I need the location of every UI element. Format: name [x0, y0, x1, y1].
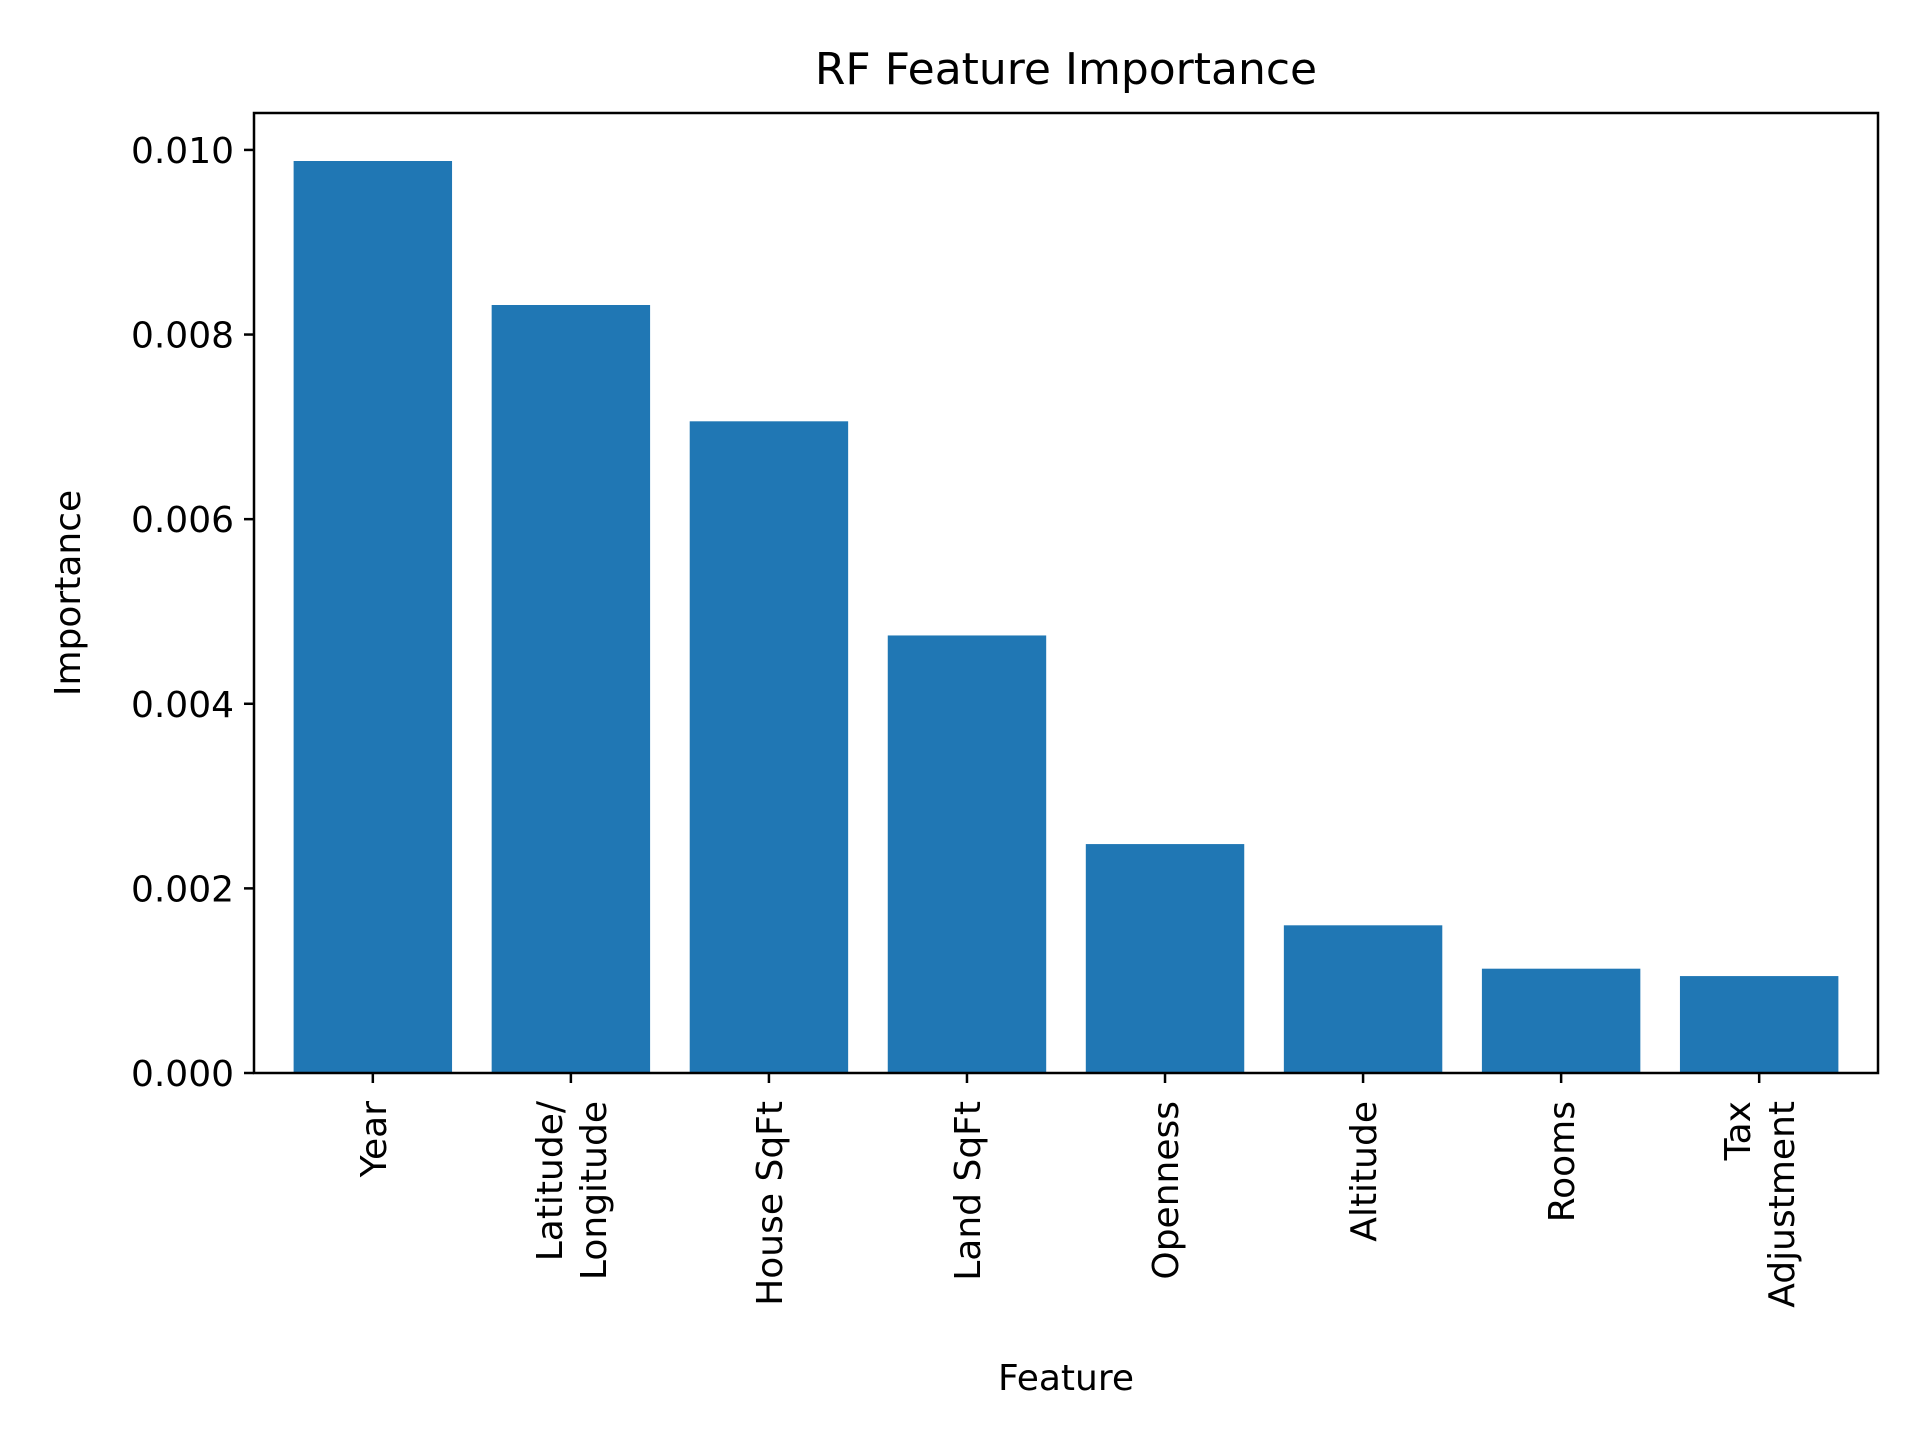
bar — [1679, 976, 1839, 1073]
bar — [689, 421, 849, 1073]
y-tick-label: 0.004 — [131, 685, 234, 726]
x-axis-label: Feature — [998, 1358, 1134, 1399]
y-tick-label: 0.008 — [131, 316, 234, 357]
bar — [293, 161, 453, 1073]
x-tick-label: Rooms — [1542, 1101, 1583, 1222]
y-tick-label: 0.000 — [131, 1054, 234, 1095]
bar — [491, 305, 651, 1073]
y-tick-label: 0.002 — [131, 869, 234, 910]
y-axis: 0.000 0.002 0.004 0.006 0.008 0.010 — [131, 131, 254, 1095]
bar — [887, 635, 1047, 1073]
bar — [1481, 968, 1641, 1073]
bars-group — [293, 161, 1839, 1073]
y-tick-label: 0.010 — [131, 131, 234, 172]
x-tick-label: Year — [354, 1101, 395, 1178]
y-tick-label: 0.006 — [131, 500, 234, 541]
x-tick-label: Latitude/Longitude — [530, 1100, 615, 1280]
y-axis-label: Importance — [48, 490, 89, 696]
bar — [1283, 925, 1443, 1073]
plot-frame — [252, 111, 1880, 1075]
x-tick-label: Altitude — [1344, 1101, 1385, 1242]
x-axis: Year Latitude/Longitude House SqFt Land SqF… — [354, 1073, 1803, 1308]
x-tick-label: TaxAdjustment — [1718, 1101, 1803, 1308]
x-tick-label: Openness — [1146, 1101, 1187, 1280]
bar — [1085, 844, 1245, 1073]
x-tick-label: House SqFt — [750, 1101, 791, 1306]
x-tick-label: Land SqFt — [948, 1101, 989, 1281]
chart-title: RF Feature Importance — [815, 44, 1317, 95]
